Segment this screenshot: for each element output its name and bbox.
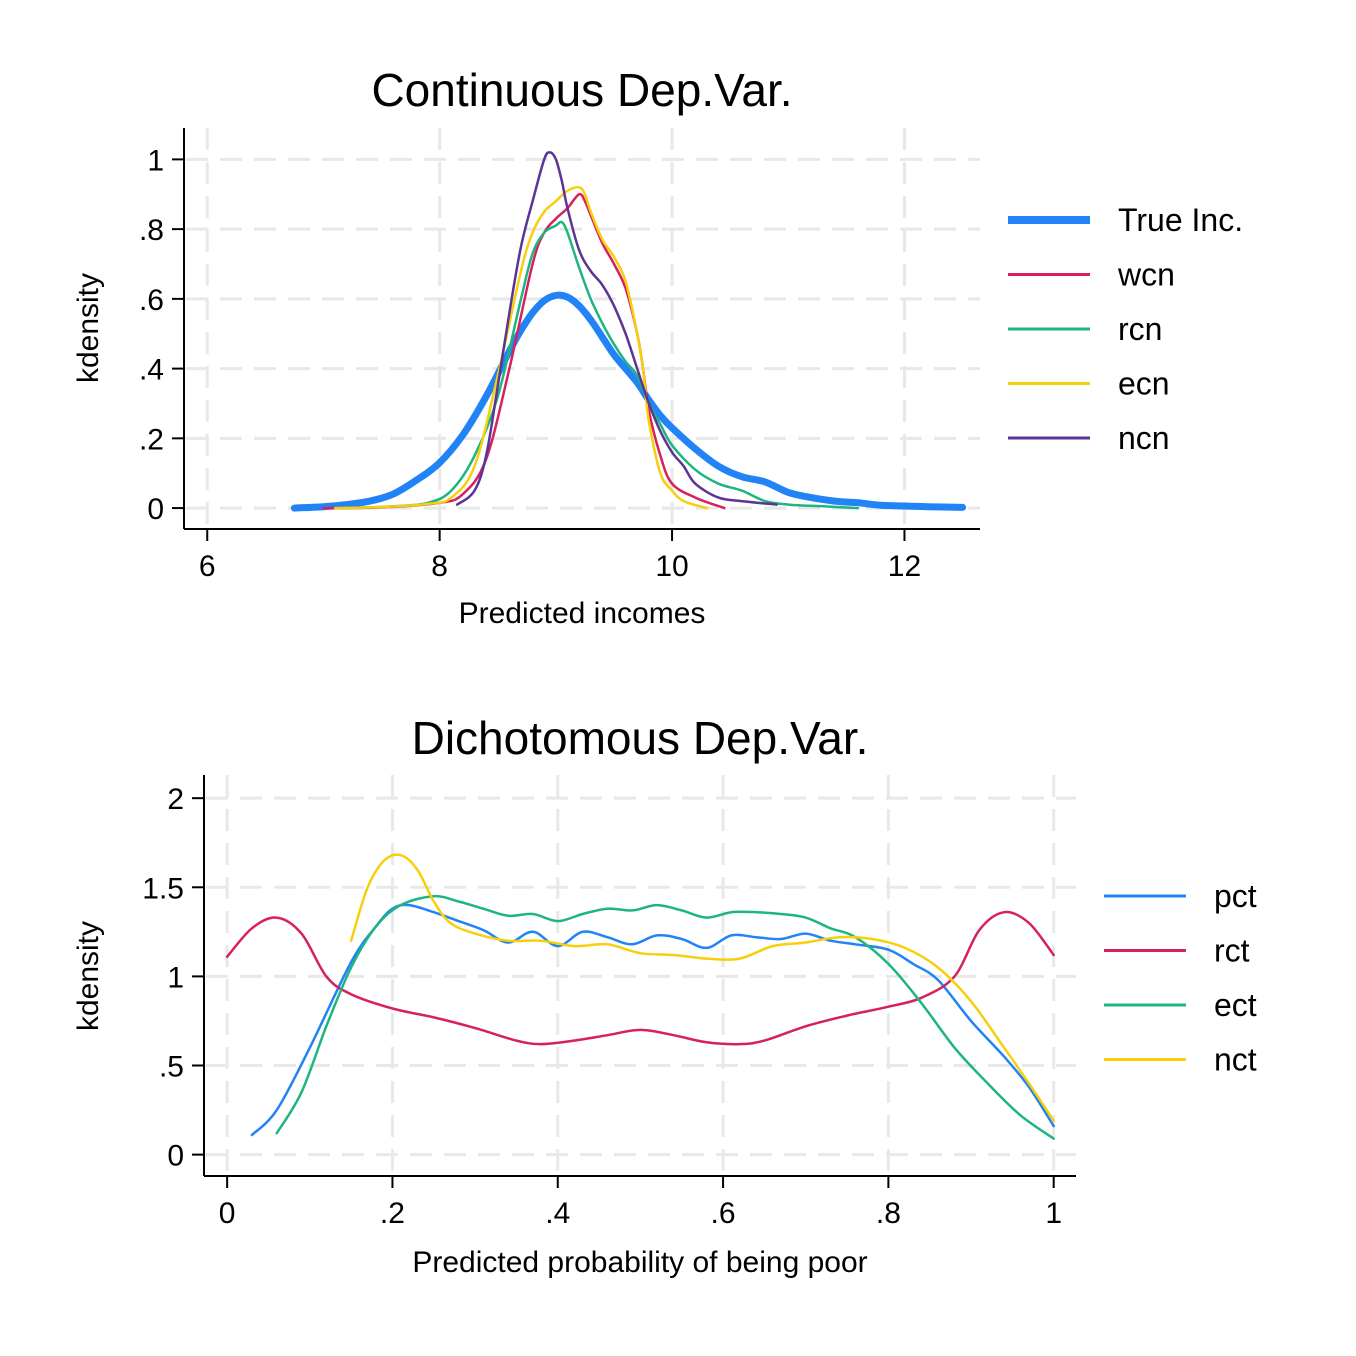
- chart2-title: Dichotomous Dep.Var.: [412, 712, 869, 764]
- chart1-title: Continuous Dep.Var.: [371, 64, 792, 116]
- chart2-legend-label-ect: ect: [1214, 987, 1257, 1023]
- chart2-xtick-label-2: .4: [545, 1197, 570, 1230]
- chart2-ytick-label-1: .5: [159, 1051, 184, 1084]
- chart1-xtick-label-0: 6: [199, 550, 216, 583]
- chart2-ytick-label-0: 0: [167, 1140, 184, 1173]
- chart2-ylabel: kdensity: [72, 921, 105, 1031]
- chart2-xtick-label-1: .2: [380, 1197, 405, 1230]
- chart1-xtick-label-3: 12: [888, 550, 921, 583]
- chart2-series-ect: [275, 894, 1055, 1140]
- chart2-xlabel: Predicted probability of being poor: [412, 1246, 867, 1279]
- chart1-legend-label-ecn: ecn: [1118, 366, 1170, 402]
- chart1-ytick-label-3: .6: [139, 284, 164, 317]
- chart1-ytick-label-5: 1: [147, 144, 164, 177]
- chart2-legend-label-nct: nct: [1214, 1042, 1257, 1078]
- chart1-series-wcn: [322, 192, 726, 510]
- chart1-ytick-label-0: 0: [147, 493, 164, 526]
- chart1-xlabel: Predicted incomes: [459, 597, 706, 630]
- chart2: 0 .2 .4 .6 .8 1 0 .5 1 1.5 2 Dichotomous Dep.Var. Pr…: [72, 712, 1257, 1279]
- chart1-series-ecn: [333, 185, 709, 510]
- chart2-series-rct: [225, 910, 1055, 1046]
- chart2-series-nct: [349, 853, 1055, 1123]
- chart1-ylabel: kdensity: [72, 273, 105, 383]
- chart2-ytick-label-3: 1.5: [142, 872, 184, 905]
- chart1-legend-label-wcn: wcn: [1117, 257, 1175, 293]
- chart1-series-rcn: [345, 220, 860, 510]
- chart2-legend-label-pct: pct: [1214, 878, 1257, 914]
- chart1-xtick-label-2: 10: [655, 550, 688, 583]
- chart2-ytick-label-4: 2: [167, 783, 184, 816]
- chart2-series-pct: [250, 903, 1055, 1137]
- chart1-legend-label-rcn: rcn: [1118, 311, 1162, 347]
- chart2-legend-label-rct: rct: [1214, 933, 1250, 969]
- chart1: 6 8 10 12 0 .2 .4 .6 .8 1 Continuous Dep.Var. Predi…: [72, 64, 1243, 630]
- chart2-xtick-label-5: 1: [1045, 1197, 1062, 1230]
- chart2-xtick-label-3: .6: [711, 1197, 736, 1230]
- chart1-legend-label-true-inc: True Inc.: [1118, 202, 1243, 238]
- chart1-series-true-inc: [290, 291, 967, 512]
- chart1-xtick-label-1: 8: [431, 550, 448, 583]
- chart1-ytick-label-1: .2: [139, 423, 164, 456]
- chart2-xtick-label-4: .8: [876, 1197, 901, 1230]
- chart1-legend-label-ncn: ncn: [1118, 420, 1170, 456]
- chart1-ytick-label-4: .8: [139, 214, 164, 247]
- chart2-ytick-label-2: 1: [167, 961, 184, 994]
- chart1-ytick-label-2: .4: [139, 354, 164, 387]
- chart1-series-ncn: [455, 151, 778, 506]
- chart2-xtick-label-0: 0: [219, 1197, 236, 1230]
